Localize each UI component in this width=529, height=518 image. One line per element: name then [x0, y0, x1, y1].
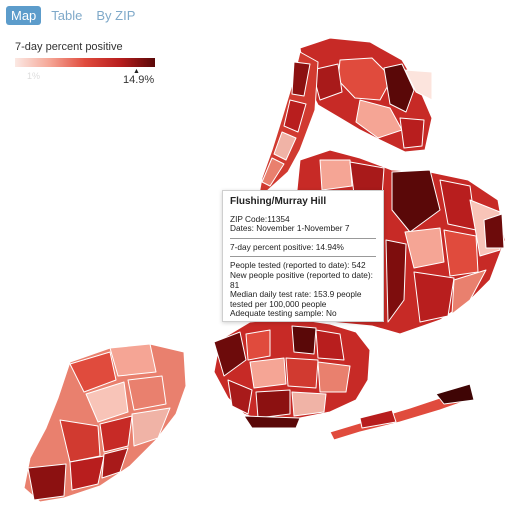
legend-min-label: 1%	[27, 71, 41, 81]
legend-marker-icon: ▲	[133, 68, 140, 75]
zip-tooltip: Flushing/Murray Hill ZIP Code:11354 Date…	[222, 190, 384, 322]
tooltip-zip: ZIP Code:11354	[230, 213, 290, 224]
tooltip-tested: People tested (reported to date): 542	[230, 260, 366, 271]
map-legend: 7-day percent positive 1% ▲ 14.9%	[15, 41, 160, 86]
tooltip-divider	[230, 256, 376, 258]
tooltip-sample: Adequate testing sample: No	[230, 308, 337, 319]
brooklyn-region[interactable]	[213, 317, 371, 429]
bronx-region[interactable]	[299, 37, 433, 153]
tooltip-positive: 7-day percent positive: 14.94%	[230, 241, 344, 252]
tooltip-title: Flushing/Murray Hill	[230, 196, 327, 207]
tooltip-test-rate: Median daily test rate: 153.9 people tes…	[230, 289, 362, 309]
tab-by-zip[interactable]: By ZIP	[96, 8, 136, 23]
legend-max-label: 14.9%	[123, 74, 155, 86]
staten-island-region[interactable]	[23, 343, 187, 503]
legend-title: 7-day percent positive	[15, 41, 123, 53]
tab-table[interactable]: Table	[51, 8, 83, 23]
rockaway-region[interactable]	[329, 383, 475, 441]
tooltip-dates: Dates: November 1-November 7	[230, 223, 350, 234]
tooltip-divider	[230, 237, 376, 239]
legend-color-bar	[15, 58, 155, 67]
tooltip-new-positive: New people positive (reported to date): …	[230, 269, 373, 290]
tab-map[interactable]: Map	[6, 6, 42, 25]
view-tabs: Map Table By ZIP	[6, 6, 139, 25]
